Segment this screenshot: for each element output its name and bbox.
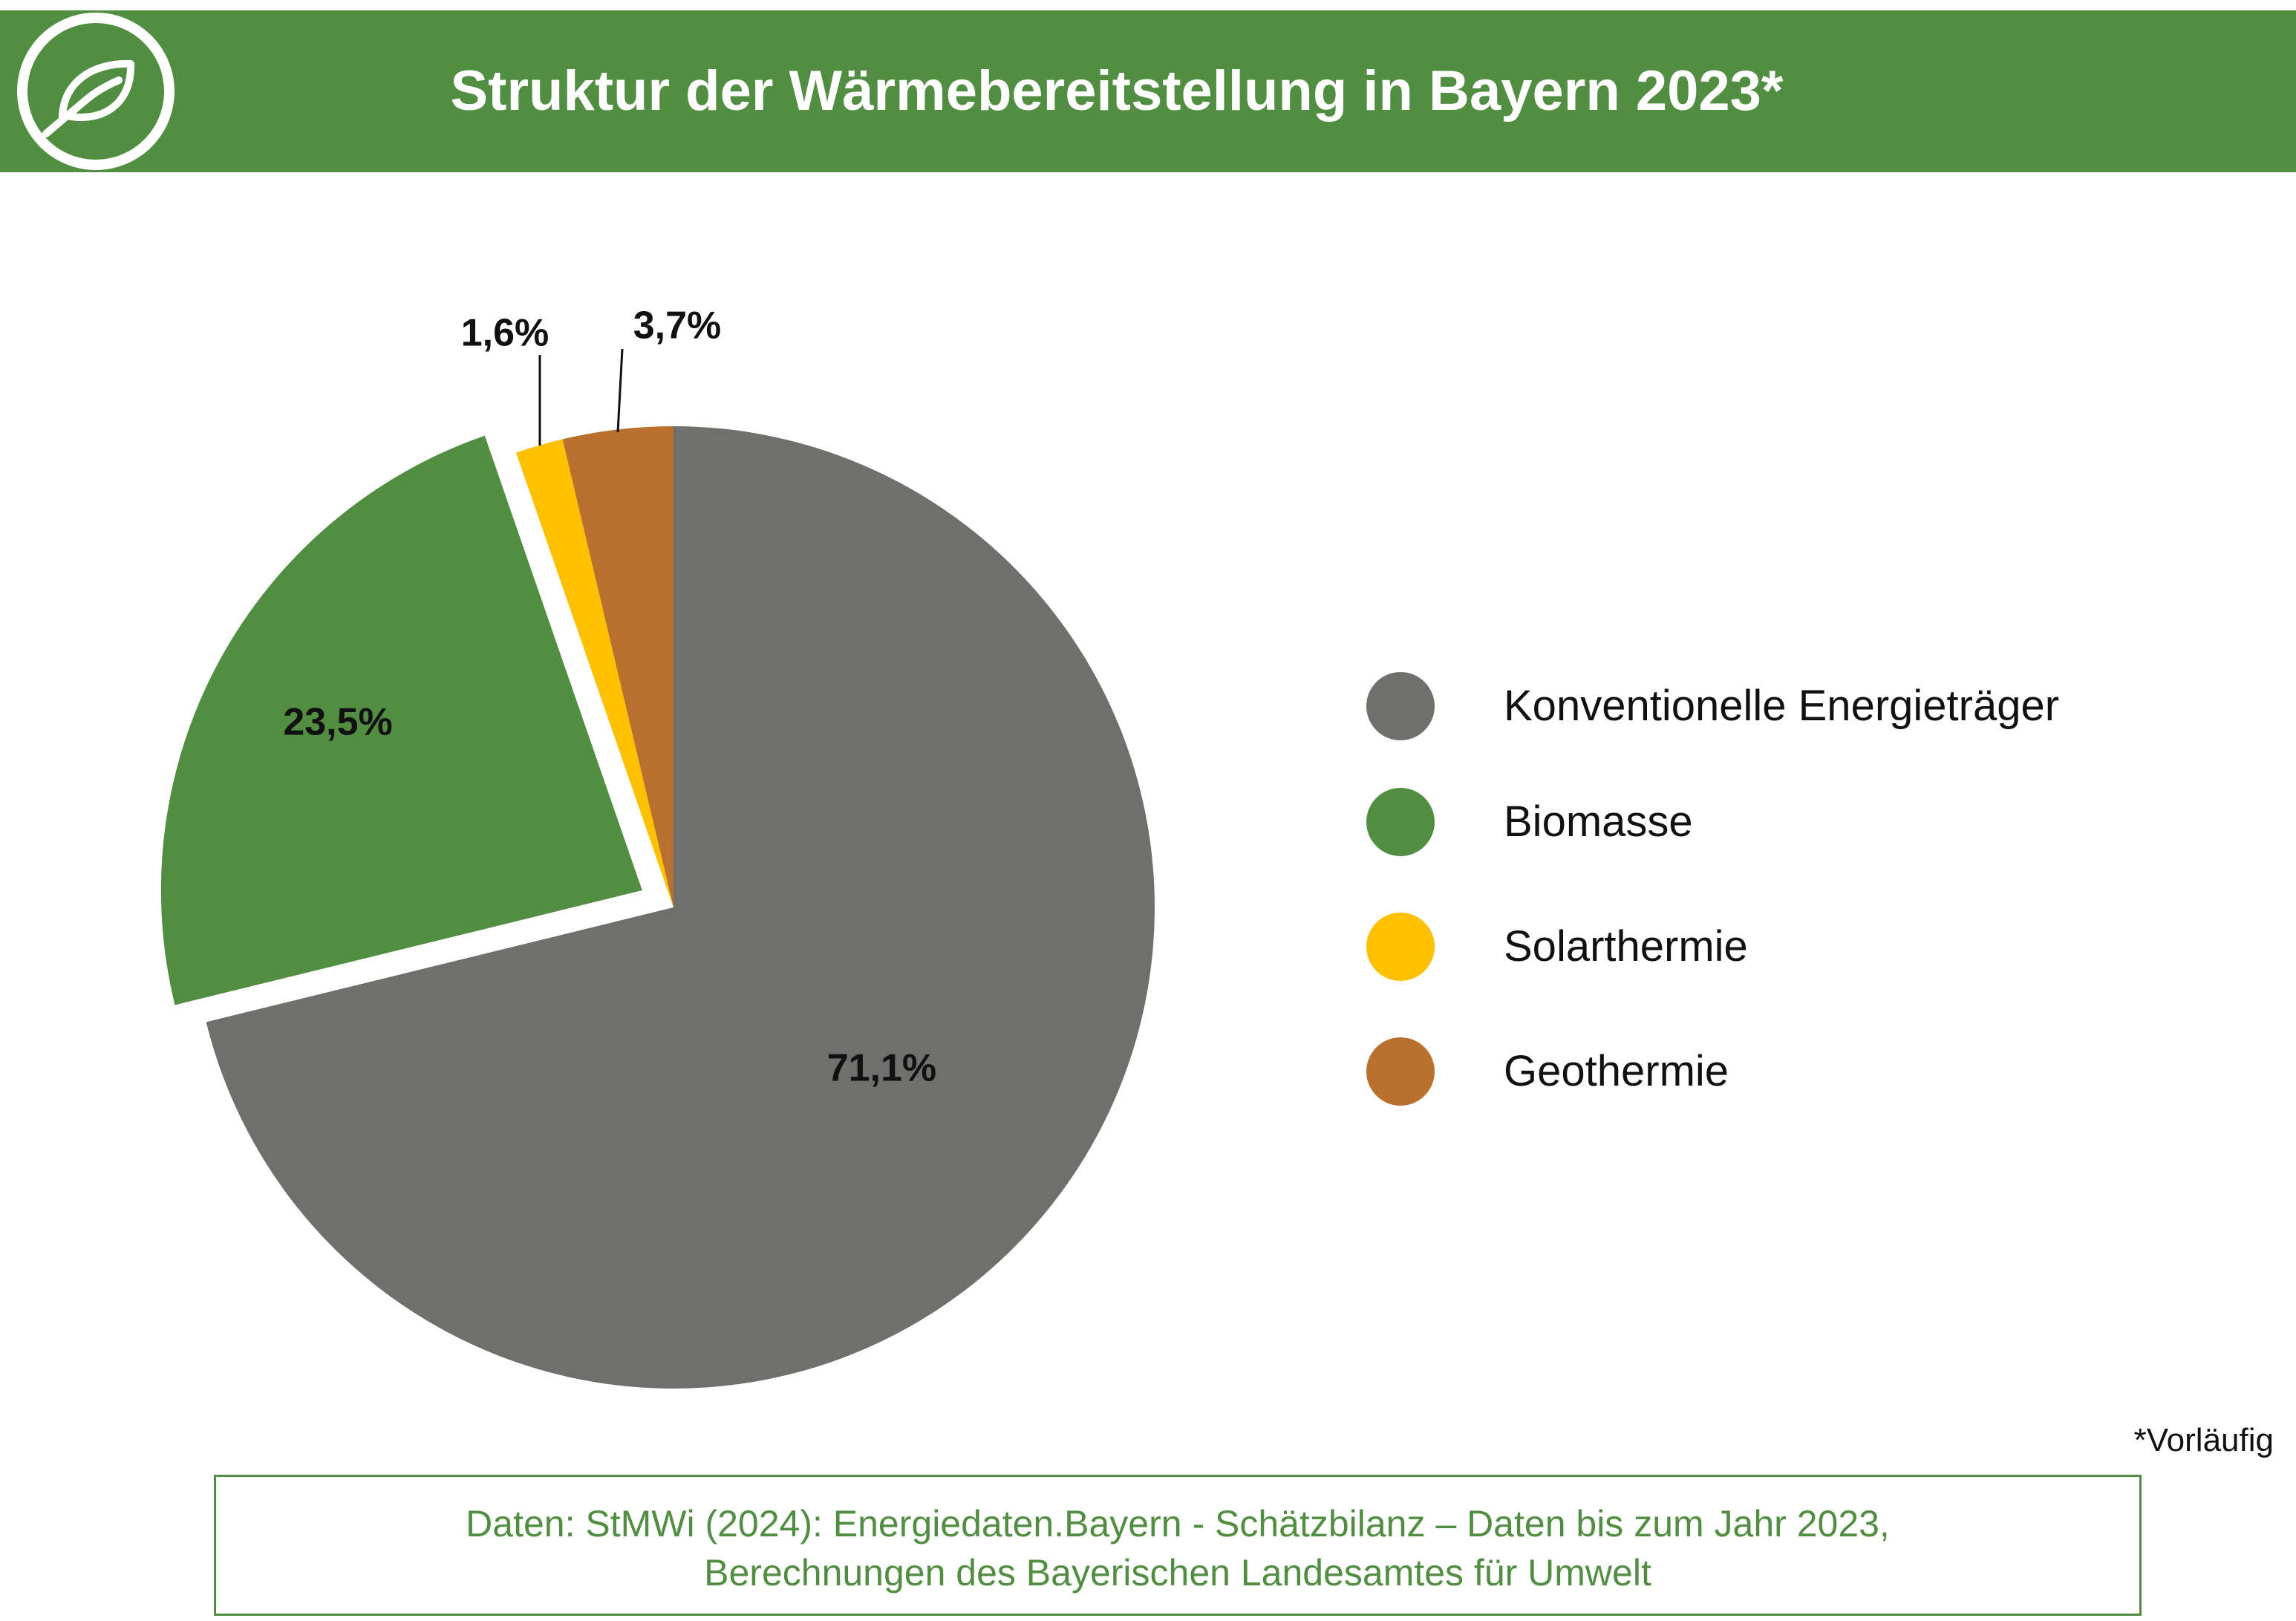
legend-swatch [1366, 1037, 1435, 1106]
data-label: 1,6% [461, 312, 549, 355]
legend-swatch [1366, 913, 1435, 981]
source-box: Daten: StMWi (2024): Energiedaten.Bayern… [214, 1475, 2142, 1616]
data-labels: 71,1% 23,5% 1,6% 3,7% [283, 304, 936, 1090]
pie-slice-biomasse [160, 435, 642, 1005]
data-label: 23,5% [283, 701, 392, 744]
pie-slice-solarthermie [515, 439, 674, 907]
legend-label: Biomasse [1504, 798, 1693, 846]
leader-line [616, 348, 624, 433]
leader-lines [538, 348, 624, 446]
source-line-1: Daten: StMWi (2024): Energiedaten.Bayern… [466, 1503, 1890, 1545]
pie-slices [160, 426, 1155, 1389]
data-label: 3,7% [633, 304, 722, 348]
legend-label: Geothermie [1504, 1047, 1729, 1095]
legend-swatch [1366, 788, 1435, 856]
legend-label: Solarthermie [1504, 922, 1748, 971]
legend-swatch [1366, 672, 1435, 740]
header-bar [0, 10, 2296, 172]
data-label: 71,1% [827, 1047, 936, 1090]
legend-label: Konventionelle Energieträger [1504, 682, 2060, 730]
pie-slice-geothermie [562, 426, 674, 907]
leaf-icon [17, 13, 175, 170]
page-title: Struktur der Wärmebereitstellung in Baye… [0, 10, 2296, 172]
source-line-2: Berechnungen des Bayerischen Landesamtes… [704, 1552, 1651, 1594]
pie-slice-konventionelle-energieträger [206, 426, 1155, 1389]
footnote: *Vorläufig [2133, 1422, 2274, 1458]
title-text: Struktur der Wärmebereitstellung in Baye… [450, 59, 1784, 123]
